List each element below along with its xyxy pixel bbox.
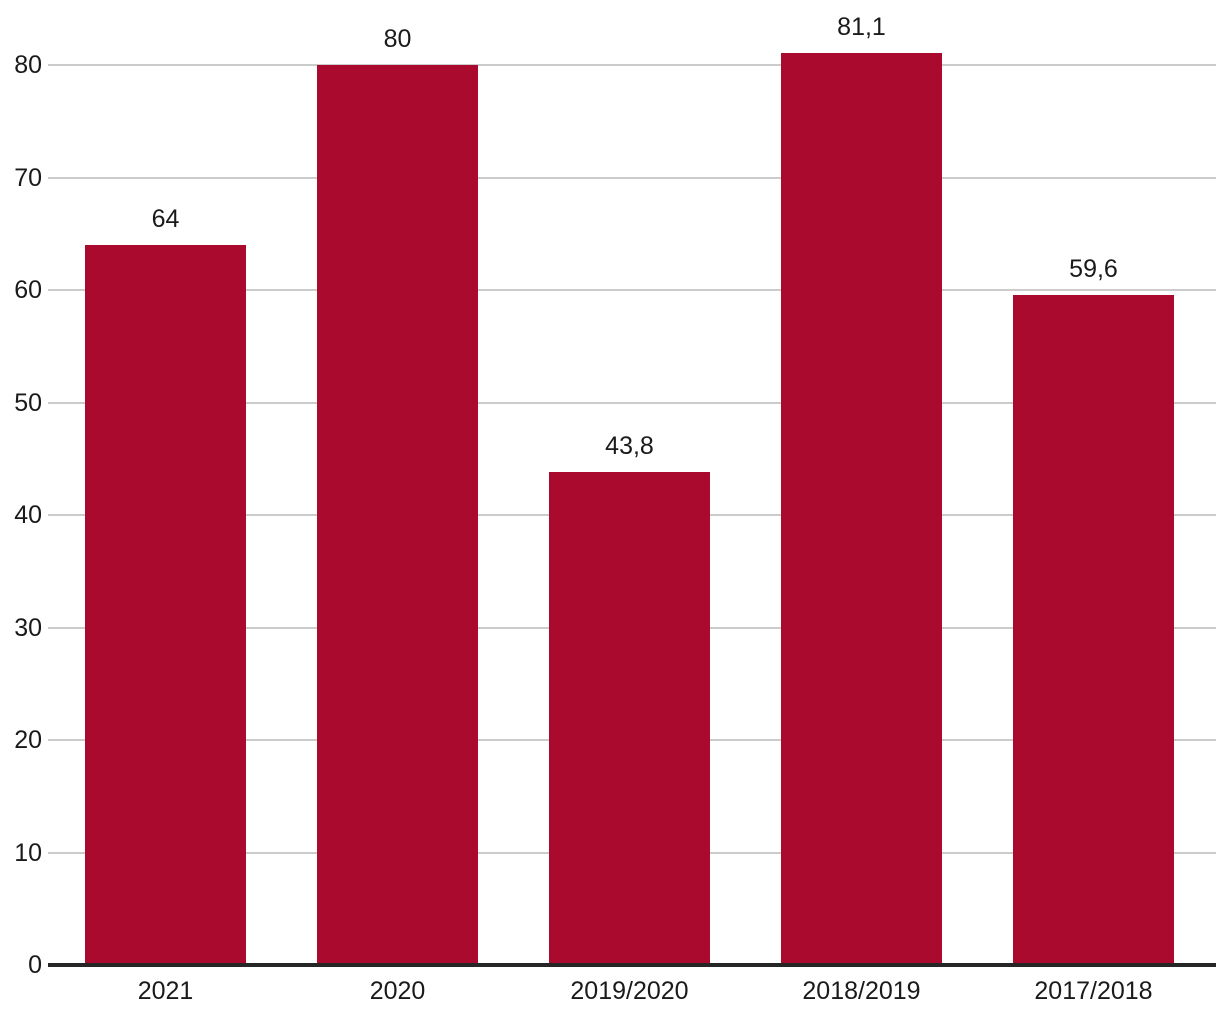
- y-tick-label: 80: [14, 51, 42, 79]
- x-tick-label-2017-2018: 2017/2018: [1034, 977, 1153, 1005]
- y-tick-label: 40: [14, 501, 42, 529]
- gridline-y-80: [48, 64, 1216, 66]
- y-tick-label: 50: [14, 388, 42, 417]
- y-tick-label: 30: [14, 613, 42, 642]
- value-label-2020: 80: [383, 25, 412, 53]
- bar-2018-2019: [781, 52, 942, 965]
- x-tick-label-2018-2019: 2018/2019: [802, 977, 921, 1005]
- y-tick-label: 20: [14, 726, 42, 754]
- x-tick-label-2021: 2021: [137, 977, 194, 1005]
- x-tick-label-2020: 2020: [369, 977, 426, 1005]
- y-tick-label: 60: [14, 276, 42, 304]
- bar-2021: [85, 245, 246, 965]
- x-axis-line: [48, 963, 1216, 967]
- value-label-2017-2018: 59,6: [1069, 254, 1118, 283]
- gridline-y-50: [48, 401, 1216, 404]
- y-tick-label: 0: [28, 951, 42, 979]
- y-tick-label: 70: [14, 163, 42, 192]
- value-label-2019-2020: 43,8: [605, 432, 654, 461]
- bar-2020: [317, 65, 478, 965]
- value-label-2018-2019: 81,1: [837, 12, 886, 41]
- value-label-2021: 64: [151, 205, 180, 233]
- gridline-y-70: [48, 176, 1216, 179]
- bar-2019-2020: [549, 472, 710, 965]
- x-tick-label-2019-2020: 2019/2020: [570, 977, 689, 1005]
- gridline-y-60: [48, 289, 1216, 291]
- bar-2017-2018: [1013, 294, 1174, 965]
- y-tick-label: 10: [14, 838, 42, 867]
